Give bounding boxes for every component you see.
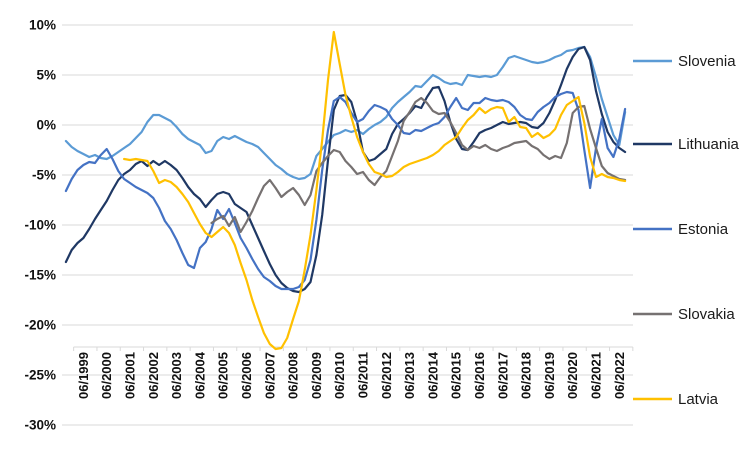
legend-item-slovenia[interactable]: Slovenia [633, 53, 736, 70]
x-tick-label: 06/2015 [449, 352, 464, 399]
x-tick-label: 06/2006 [239, 352, 254, 399]
x-tick-label: 06/2003 [169, 352, 184, 399]
x-tick-label: 06/2000 [99, 352, 114, 399]
legend-label: Lithuania [678, 136, 740, 153]
y-axis-labels: 10% 5% 0% -5% -10% -15% -20% -25% -30% [24, 18, 56, 433]
x-tick-label: 06/2021 [588, 352, 603, 399]
x-tick-label: 06/2020 [565, 352, 580, 399]
legend-label: Estonia [678, 221, 729, 238]
x-tick-label: 06/2008 [286, 352, 301, 399]
x-tick-label: 06/2007 [262, 352, 277, 399]
legend-label: Slovenia [678, 53, 736, 70]
x-tick-label: 06/2012 [379, 352, 394, 399]
legend-item-slovakia[interactable]: Slovakia [633, 306, 735, 323]
legend-label: Slovakia [678, 306, 735, 323]
y-tick-label: -15% [24, 268, 56, 283]
legend: Slovenia Lithuania Estonia Slovakia Latvia [633, 53, 740, 408]
x-tick-label: 06/2011 [355, 352, 370, 398]
series-line-slovakia [210, 96, 627, 234]
y-tick-label: -25% [24, 368, 56, 383]
legend-label: Latvia [678, 391, 719, 408]
series-line-slovenia [64, 45, 627, 181]
x-tick-label: 06/2002 [146, 352, 161, 399]
x-tick-label: 06/2010 [332, 352, 347, 399]
series-lines [64, 30, 627, 351]
x-tick-label: 06/2004 [192, 351, 207, 399]
y-tick-label: 5% [36, 68, 56, 83]
y-tick-label: -30% [24, 418, 56, 433]
x-tick-label: 06/2009 [309, 352, 324, 399]
x-tick-label: 06/2016 [472, 352, 487, 399]
x-tick-label: 06/2017 [495, 352, 510, 399]
x-tick-label: 06/2013 [402, 352, 417, 399]
x-tick-label: 06/2005 [216, 352, 231, 399]
y-tick-label: 10% [29, 18, 56, 33]
legend-item-latvia[interactable]: Latvia [633, 391, 719, 408]
y-tick-label: -5% [32, 168, 56, 183]
y-tick-label: -10% [24, 218, 56, 233]
x-tick-label: 06/2019 [542, 352, 557, 399]
legend-item-lithuania[interactable]: Lithuania [633, 136, 740, 153]
x-axis [73, 346, 634, 351]
x-tick-label: 06/2018 [519, 352, 534, 399]
series-line-latvia [122, 30, 627, 351]
series-line-lithuania [64, 45, 627, 294]
y-tick-label: -20% [24, 318, 56, 333]
x-tick-label: 06/1999 [76, 352, 91, 399]
x-tick-label: 06/2022 [612, 352, 627, 399]
gridlines [62, 24, 633, 426]
x-tick-label: 06/2014 [425, 351, 440, 399]
legend-item-estonia[interactable]: Estonia [633, 221, 729, 238]
x-axis-labels: 06/1999 06/2000 06/2001 06/2002 06/2003 06/20… [76, 351, 627, 399]
x-tick-label: 06/2001 [122, 352, 137, 399]
y-tick-label: 0% [36, 118, 56, 133]
series-line-estonia [64, 90, 627, 291]
